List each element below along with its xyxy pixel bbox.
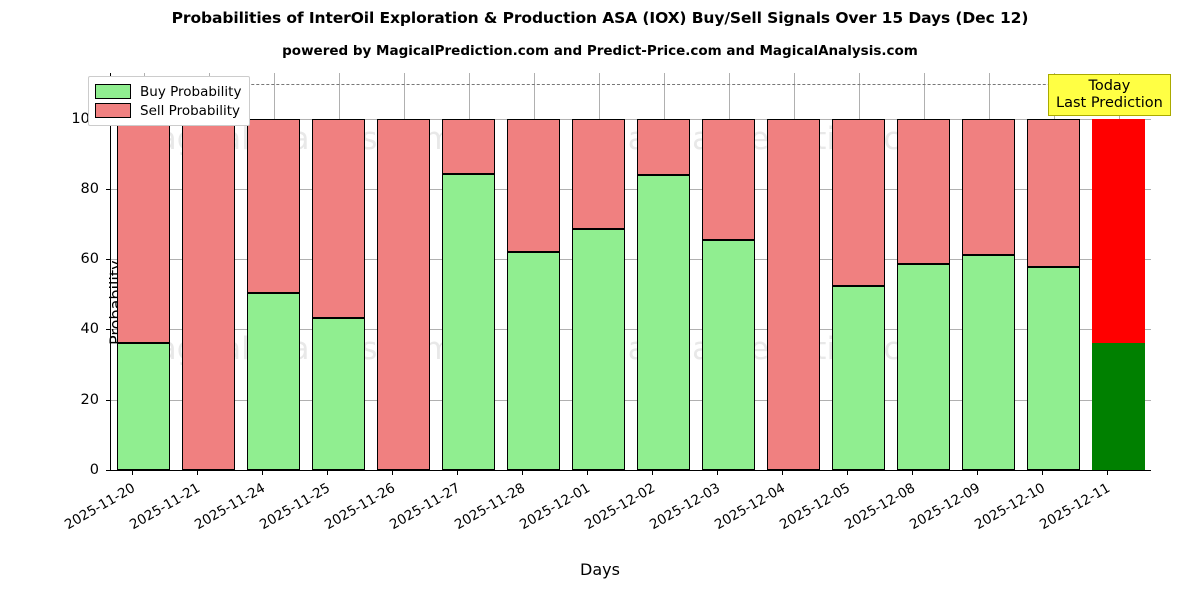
bar-segment-sell[interactable] — [701, 118, 756, 240]
bar-segment-buy[interactable] — [1091, 342, 1146, 470]
y-tick-label: 60 — [80, 251, 99, 268]
bar-segment-sell[interactable] — [506, 118, 561, 253]
bar-group[interactable] — [701, 73, 756, 470]
x-tick-mark — [912, 470, 914, 475]
bar-segment-sell[interactable] — [181, 118, 236, 470]
bar-segment-buy[interactable] — [506, 252, 561, 470]
bar-group[interactable] — [181, 73, 236, 470]
bar-segment-sell[interactable] — [831, 118, 886, 286]
x-tick-mark — [132, 470, 134, 475]
x-tick-mark — [652, 470, 654, 475]
x-tick-mark — [522, 470, 524, 475]
plot-area: MagicalAnalysis.comMagicalPrediction.com… — [62, 73, 1151, 533]
gridline-y — [111, 188, 1151, 190]
bar-series-layer — [111, 73, 1151, 470]
bar-segment-sell[interactable] — [116, 118, 171, 343]
x-tick-mark — [457, 470, 459, 475]
x-tick-mark — [327, 470, 329, 475]
bar-group[interactable] — [311, 73, 366, 470]
today-annotation: Today Last Prediction — [1048, 74, 1171, 117]
x-tick-mark — [1107, 470, 1109, 475]
gridline-y — [111, 118, 1151, 120]
bar-group[interactable] — [896, 73, 951, 470]
bar-group[interactable] — [766, 73, 821, 470]
bar-segment-sell[interactable] — [311, 118, 366, 319]
chart-title: Probabilities of InterOil Exploration & … — [171, 9, 1029, 27]
y-tick-mark — [106, 259, 111, 261]
legend-item-sell: Sell Probability — [95, 101, 241, 120]
legend-swatch-buy — [95, 84, 131, 99]
bar-segment-buy[interactable] — [246, 292, 301, 470]
bar-segment-sell[interactable] — [961, 118, 1016, 255]
x-tick-mark — [847, 470, 849, 475]
bar-segment-buy[interactable] — [636, 174, 691, 470]
bar-segment-buy[interactable] — [1026, 266, 1081, 470]
gridline-y — [111, 329, 1151, 331]
y-tick-mark — [106, 329, 111, 331]
bar-segment-sell[interactable] — [766, 118, 821, 470]
gridline-y — [111, 259, 1151, 261]
bar-group[interactable] — [1026, 73, 1081, 470]
y-tick-label: 40 — [80, 321, 99, 338]
bar-segment-sell[interactable] — [1091, 118, 1146, 343]
bar-group[interactable] — [116, 73, 171, 470]
bar-segment-buy[interactable] — [116, 342, 171, 470]
x-tick-mark — [392, 470, 394, 475]
x-tick-mark — [977, 470, 979, 475]
x-tick-mark — [262, 470, 264, 475]
bar-segment-sell[interactable] — [376, 118, 431, 470]
legend-item-buy: Buy Probability — [95, 82, 241, 101]
chart-legend: Buy Probability Sell Probability — [88, 76, 251, 126]
bar-segment-sell[interactable] — [1026, 118, 1081, 267]
x-tick-mark — [587, 470, 589, 475]
bar-segment-sell[interactable] — [571, 118, 626, 229]
y-tick-mark — [106, 399, 111, 401]
threshold-dashed-line — [111, 83, 1151, 85]
today-annotation-line2: Last Prediction — [1056, 94, 1163, 111]
x-tick-mark — [1042, 470, 1044, 475]
bar-segment-buy[interactable] — [571, 229, 626, 470]
bar-segment-sell[interactable] — [441, 118, 496, 175]
x-tick-mark — [717, 470, 719, 475]
bar-segment-buy[interactable] — [896, 264, 951, 470]
bar-group[interactable] — [246, 73, 301, 470]
chart-subtitle: powered by MagicalPrediction.com and Pre… — [282, 43, 918, 59]
y-tick-label: 20 — [80, 391, 99, 408]
bar-group[interactable] — [376, 73, 431, 470]
x-axis-label: Days — [580, 560, 620, 579]
bar-group[interactable] — [441, 73, 496, 470]
bar-group[interactable] — [636, 73, 691, 470]
legend-label-sell: Sell Probability — [140, 102, 241, 119]
legend-swatch-sell — [95, 103, 131, 118]
bar-group[interactable] — [1091, 73, 1146, 470]
bar-segment-buy[interactable] — [441, 174, 496, 470]
bar-segment-sell[interactable] — [246, 118, 301, 293]
bar-segment-sell[interactable] — [896, 118, 951, 265]
bar-group[interactable] — [831, 73, 886, 470]
bar-segment-buy[interactable] — [311, 318, 366, 470]
y-tick-label: 0 — [89, 462, 99, 478]
y-tick-label: 80 — [80, 180, 99, 197]
legend-label-buy: Buy Probability — [140, 83, 242, 100]
bar-segment-sell[interactable] — [636, 118, 691, 175]
today-annotation-line1: Today — [1088, 78, 1131, 94]
bar-segment-buy[interactable] — [701, 239, 756, 470]
x-tick-mark — [782, 470, 784, 475]
y-tick-mark — [106, 470, 111, 471]
x-tick-mark — [197, 470, 199, 475]
bar-group[interactable] — [961, 73, 1016, 470]
bar-group[interactable] — [506, 73, 561, 470]
bar-segment-buy[interactable] — [831, 285, 886, 470]
bar-segment-buy[interactable] — [961, 255, 1016, 470]
y-tick-mark — [106, 188, 111, 190]
bar-group[interactable] — [571, 73, 626, 470]
gridline-y — [111, 399, 1151, 401]
